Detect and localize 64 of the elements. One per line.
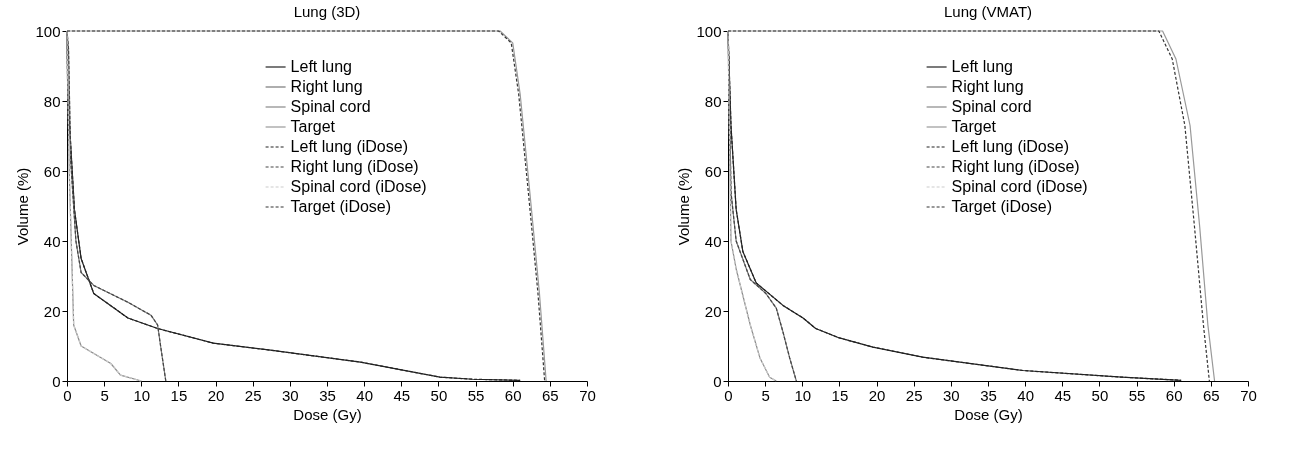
- x-tick-label: 45: [393, 386, 411, 404]
- x-tick-label: 45: [1054, 386, 1072, 404]
- x-tick-label: 5: [100, 386, 109, 404]
- y-axis-title: Volume (%): [14, 167, 32, 246]
- x-tick-label: 60: [504, 386, 522, 404]
- x-tick-label: 35: [319, 386, 336, 404]
- x-axis-title: Dose (Gy): [293, 405, 362, 423]
- legend-label: Left lung (iDose): [290, 138, 408, 155]
- y-tick-label: 0: [713, 372, 722, 390]
- x-tick-label: 30: [943, 386, 960, 404]
- x-tick-label: 60: [1165, 386, 1183, 404]
- legend-label: Target (iDose): [290, 198, 392, 215]
- chart-title: Lung (3D): [293, 3, 361, 20]
- y-tick-label: 60: [704, 162, 722, 180]
- x-tick-label: 50: [1091, 386, 1109, 404]
- legend-label: Spinal cord: [951, 98, 1032, 115]
- x-tick-label: 55: [467, 386, 485, 404]
- y-tick-label: 60: [43, 162, 61, 180]
- y-tick-label: 0: [52, 372, 61, 390]
- x-tick-label: 20: [207, 386, 225, 404]
- x-tick-label: 15: [831, 386, 849, 404]
- legend-label: Spinal cord (iDose): [290, 178, 427, 195]
- x-tick-label: 40: [356, 386, 373, 404]
- x-tick-label: 0: [724, 386, 733, 404]
- legend-label: Left lung: [951, 58, 1013, 75]
- x-tick-label: 10: [133, 386, 151, 404]
- legend-label: Right lung: [290, 78, 363, 95]
- legend-label: Right lung (iDose): [951, 158, 1080, 175]
- y-tick-label: 100: [696, 22, 722, 40]
- x-tick-label: 65: [1203, 386, 1220, 404]
- legend-label: Right lung: [951, 78, 1024, 95]
- legend-label: Left lung: [290, 58, 352, 75]
- legend-label: Target: [951, 118, 997, 135]
- x-tick-label: 5: [761, 386, 770, 404]
- x-tick-label: 50: [430, 386, 448, 404]
- chart-title: Lung (VMAT): [943, 3, 1033, 20]
- x-tick-label: 30: [282, 386, 299, 404]
- y-tick-label: 80: [43, 92, 61, 110]
- y-tick-label: 40: [704, 232, 722, 250]
- x-tick-label: 55: [1128, 386, 1146, 404]
- legend-label: Right lung (iDose): [290, 158, 419, 175]
- y-axis-title: Volume (%): [675, 167, 693, 246]
- x-tick-label: 65: [542, 386, 559, 404]
- x-tick-label: 40: [1017, 386, 1034, 404]
- legend-label: Target (iDose): [951, 198, 1053, 215]
- y-tick-label: 40: [43, 232, 61, 250]
- legend-label: Target: [290, 118, 336, 135]
- y-tick-label: 20: [43, 302, 61, 320]
- legend-label: Left lung (iDose): [951, 138, 1069, 155]
- legend-label: Spinal cord (iDose): [951, 178, 1088, 195]
- y-tick-label: 100: [35, 22, 61, 40]
- x-tick-label: 15: [170, 386, 188, 404]
- x-tick-label: 25: [905, 386, 923, 404]
- x-tick-label: 0: [63, 386, 72, 404]
- x-tick-label: 70: [579, 386, 596, 404]
- y-tick-label: 80: [704, 92, 722, 110]
- x-tick-label: 25: [244, 386, 262, 404]
- x-tick-label: 20: [868, 386, 886, 404]
- legend-label: Spinal cord: [290, 98, 371, 115]
- x-axis-title: Dose (Gy): [954, 405, 1023, 423]
- x-tick-label: 10: [794, 386, 812, 404]
- x-tick-label: 70: [1240, 386, 1257, 404]
- y-tick-label: 20: [704, 302, 722, 320]
- x-tick-label: 35: [980, 386, 997, 404]
